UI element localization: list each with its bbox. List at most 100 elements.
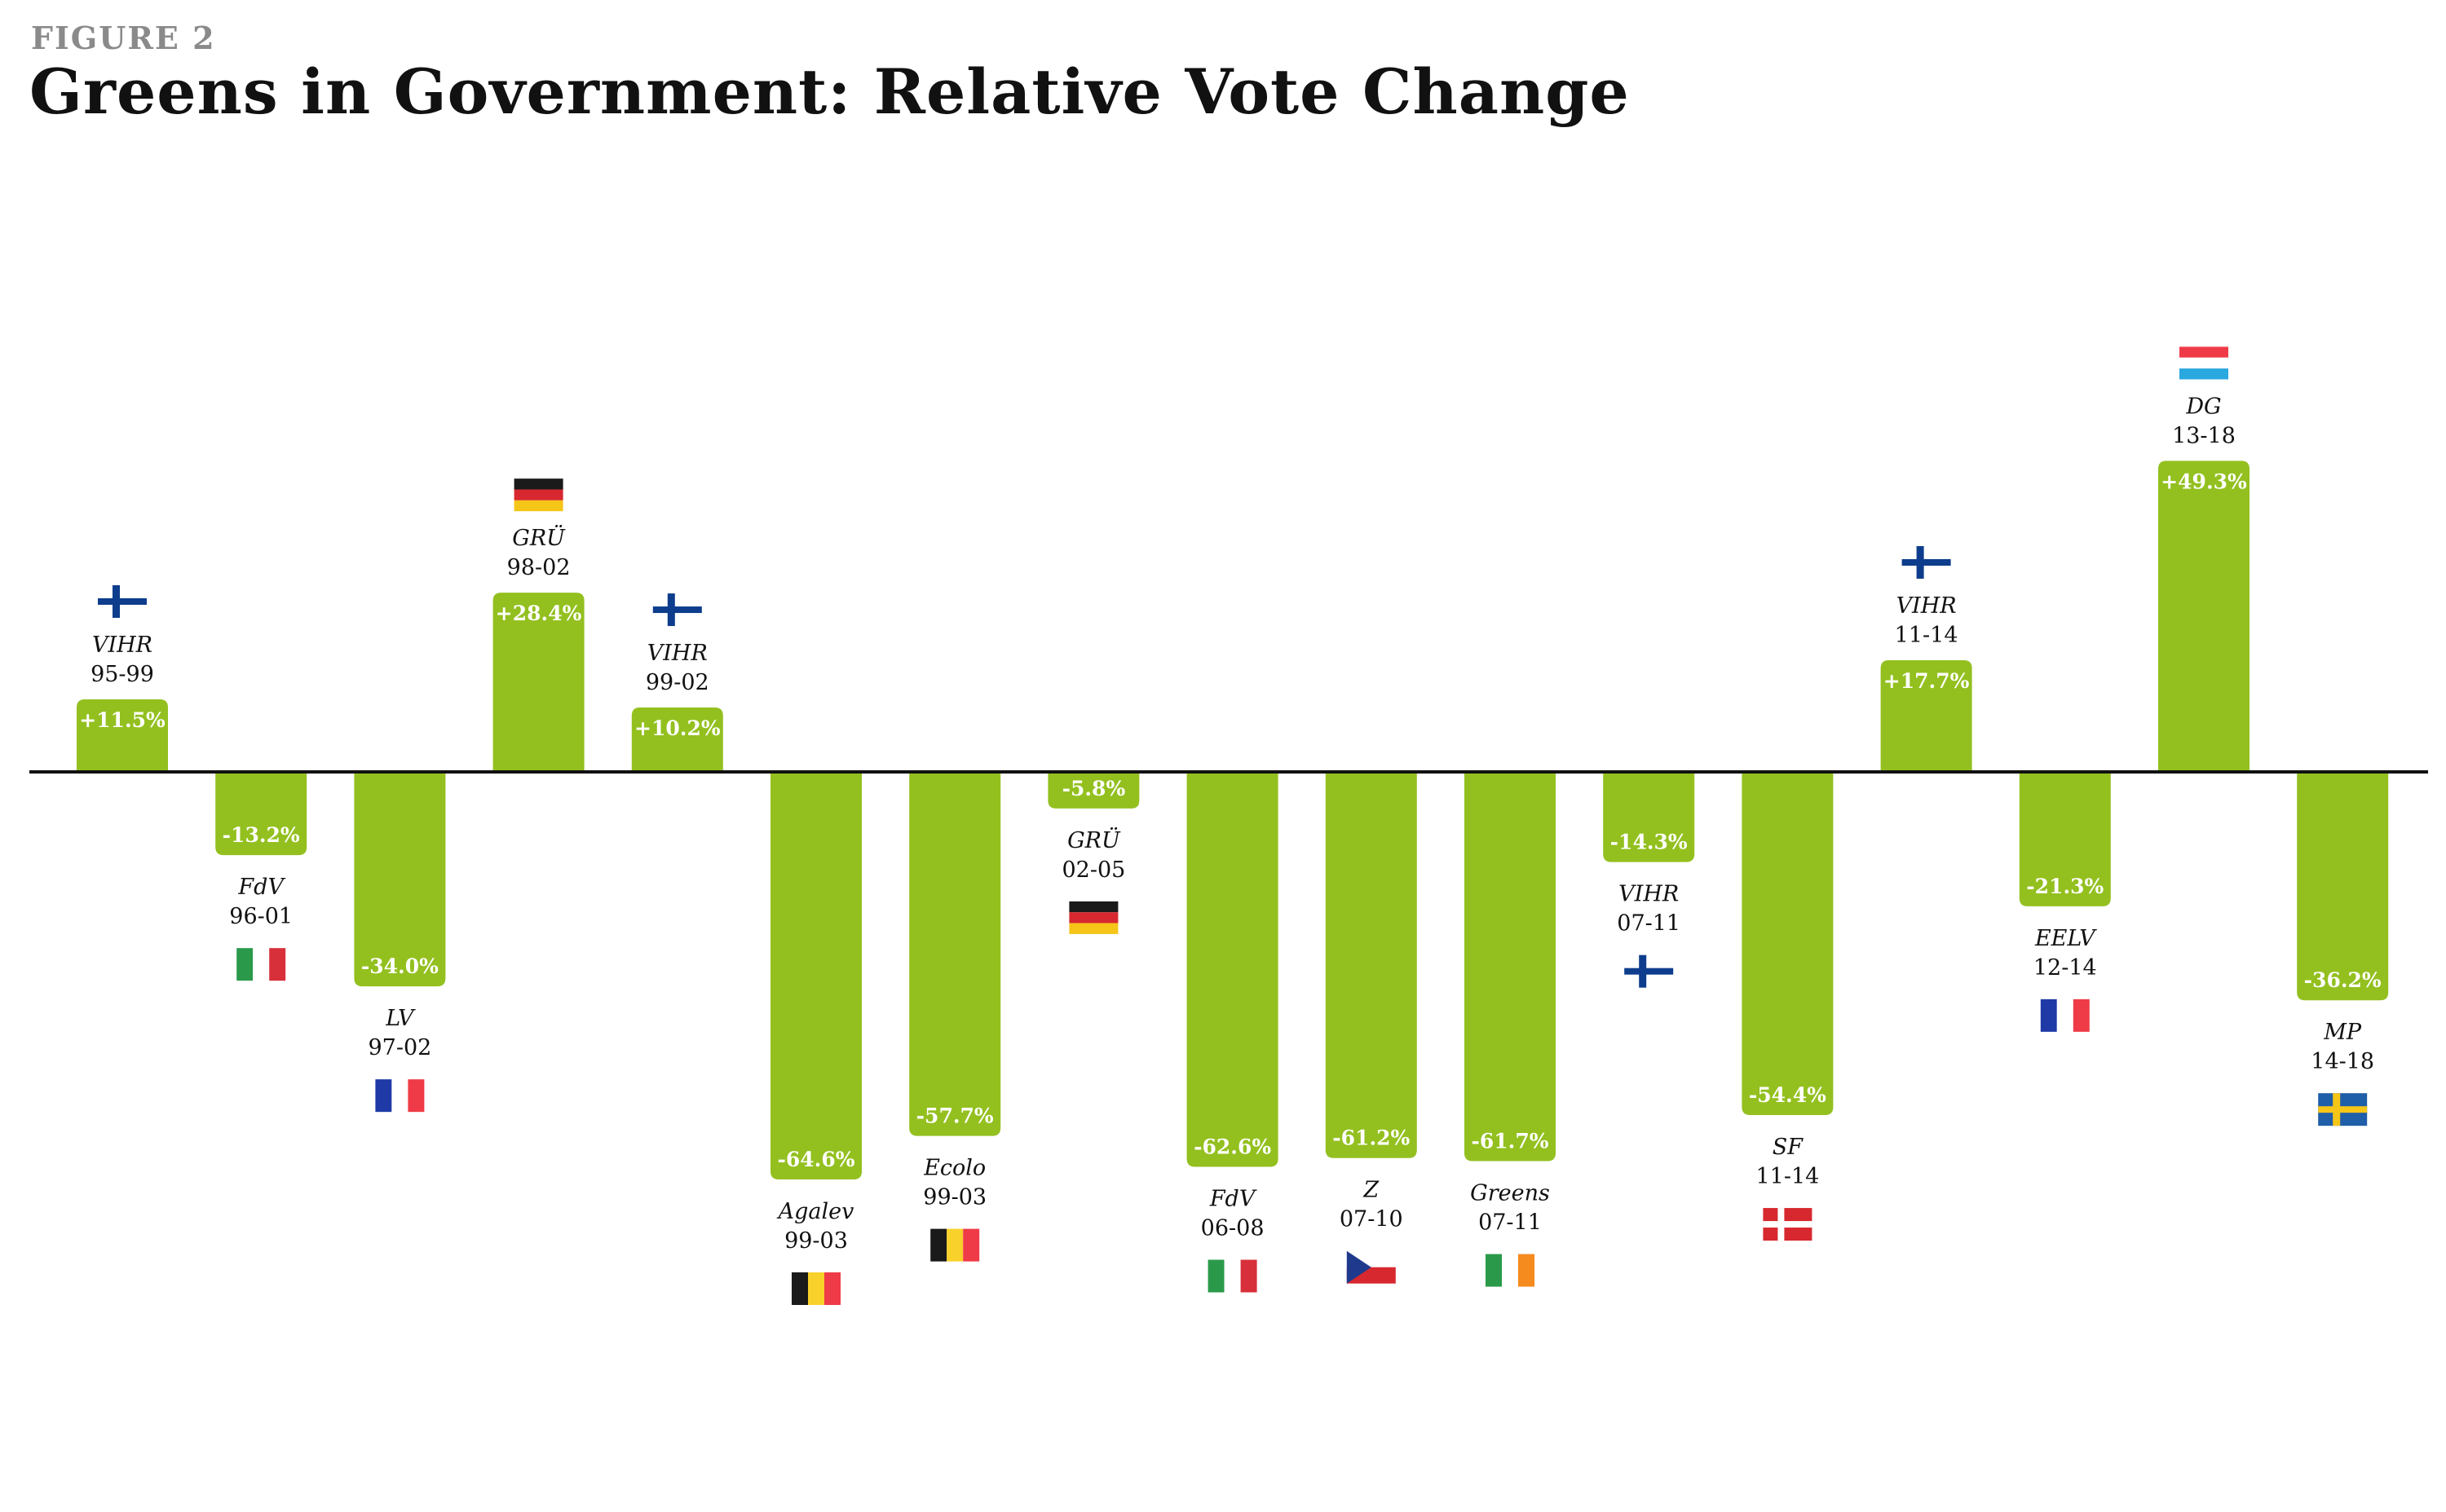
period-label: 95-99 [91,662,154,687]
bar-group: -13.2% FdV 96-01 [215,772,307,981]
party-label: Greens [1470,1181,1550,1206]
bar-group: -57.7% Ecolo 99-03 [909,772,1001,1262]
bar-group: -64.6% Agalev 99-03 [770,772,862,1306]
belgium-flag-icon [792,1272,841,1306]
bar-value-label: -61.7% [1471,1130,1548,1153]
bar-value-label: +28.4% [496,602,582,625]
party-label: Agalev [776,1199,854,1224]
bar[interactable] [770,772,862,1180]
finland-flag-icon [98,584,147,618]
france-flag-icon [2040,998,2090,1032]
bar-group: +28.4% 98-02 GRÜ [492,478,585,772]
period-label: 07-11 [1478,1210,1542,1236]
period-label: 11-14 [1755,1164,1819,1189]
party-label: FdV [1209,1187,1257,1212]
party-label: GRÜ [512,523,566,551]
finland-flag-icon [652,593,702,627]
party-label: GRÜ [1067,826,1121,853]
bar[interactable] [354,772,446,987]
ireland-flag-icon [1486,1254,1534,1287]
denmark-flag-icon [1763,1208,1812,1241]
finland-flag-icon [1901,546,1951,580]
bar-value-label: -21.3% [2026,875,2104,898]
france-flag-icon [375,1079,425,1113]
party-label: Z [1362,1178,1380,1203]
bar-group: -61.2% Z 07-10 [1325,772,1417,1284]
finland-flag-icon [1624,954,1674,988]
bar[interactable] [2158,461,2250,772]
bar-value-label: -57.7% [916,1104,994,1128]
bar-value-label: -13.2% [223,823,300,847]
bar[interactable] [492,593,585,772]
bar-value-label: +11.5% [79,708,166,732]
bar-group: +17.7% 11-14 VIHR [1880,546,1972,772]
period-label: 96-01 [229,904,293,929]
germany-flag-icon [514,478,563,512]
bar-value-label: +49.3% [2161,469,2247,493]
party-label: VIHR [92,633,152,658]
bar-value-label: -54.4% [1749,1083,1826,1107]
bar[interactable] [215,772,307,856]
bar-value-label: -64.6% [777,1148,854,1171]
period-label: 13-18 [2172,423,2236,448]
bar[interactable] [1742,772,1834,1116]
period-label: 12-14 [2033,955,2097,981]
bar[interactable] [631,708,723,772]
party-label: FdV [237,875,285,900]
bar-value-label: -62.6% [1194,1135,1271,1159]
belgium-flag-icon [930,1228,980,1262]
bar-value-label: -61.2% [1332,1126,1410,1150]
bar[interactable] [1325,772,1417,1158]
italy-flag-icon [1208,1259,1257,1293]
period-label: 99-03 [923,1185,987,1210]
figure-label: FIGURE 2 [31,20,216,56]
period-label: 11-14 [1895,623,1958,648]
bar[interactable] [1048,772,1140,809]
bar-value-label: -5.8% [1062,777,1126,800]
period-label: 97-02 [368,1035,431,1060]
period-label: 06-08 [1201,1216,1265,1241]
party-label: Ecolo [923,1156,986,1181]
bar[interactable] [909,772,1001,1136]
bar-group: -34.0% LV 97-02 [354,772,446,1113]
party-label: MP [2323,1020,2362,1045]
party-label: DG [2185,394,2221,419]
bar[interactable] [2297,772,2389,1001]
period-label: 98-02 [507,555,571,580]
bar[interactable] [2019,772,2111,906]
bar[interactable] [1186,772,1278,1167]
bar[interactable] [77,699,168,772]
period-label: 07-10 [1340,1207,1403,1232]
czech-flag-icon [1346,1250,1396,1284]
bar-group: -62.6% FdV 06-08 [1186,772,1278,1293]
period-label: 07-11 [1617,911,1680,937]
party-label: LV [385,1006,416,1031]
bar-value-label: -14.3% [1610,831,1688,854]
bar[interactable] [1464,772,1556,1162]
bar-group: +10.2% 99-02 VIHR [631,593,723,772]
bar-group: -14.3% VIHR 07-11 [1603,772,1695,988]
period-label: 02-05 [1062,857,1125,883]
bar-group: -61.7% Greens 07-11 [1464,772,1556,1287]
sweden-flag-icon [2318,1093,2368,1126]
bar-group: -54.4% SF 11-14 [1742,772,1834,1241]
germany-flag-icon [1069,901,1119,934]
chart-title: Greens in Government: Relative Vote Chan… [29,55,1630,128]
bar-value-label: -34.0% [361,954,439,978]
bar[interactable] [1603,772,1695,862]
bar-group: -36.2% MP 14-18 [2297,772,2389,1126]
bar-group: -21.3% EELV 12-14 [2019,772,2111,1032]
italy-flag-icon [236,948,286,981]
bar[interactable] [1880,660,1972,772]
bar-value-label: +17.7% [1883,669,1970,693]
party-label: VIHR [1896,593,1957,619]
bar-value-label: -36.2% [2304,968,2382,992]
period-label: 99-03 [784,1228,848,1254]
party-label: VIHR [647,641,708,666]
bar-group: +11.5% 95-99 VIHR [77,584,168,772]
period-label: 14-18 [2311,1049,2374,1074]
bar-value-label: +10.2% [634,716,721,740]
luxembourg-flag-icon [2179,346,2228,380]
party-label: VIHR [1618,882,1679,907]
